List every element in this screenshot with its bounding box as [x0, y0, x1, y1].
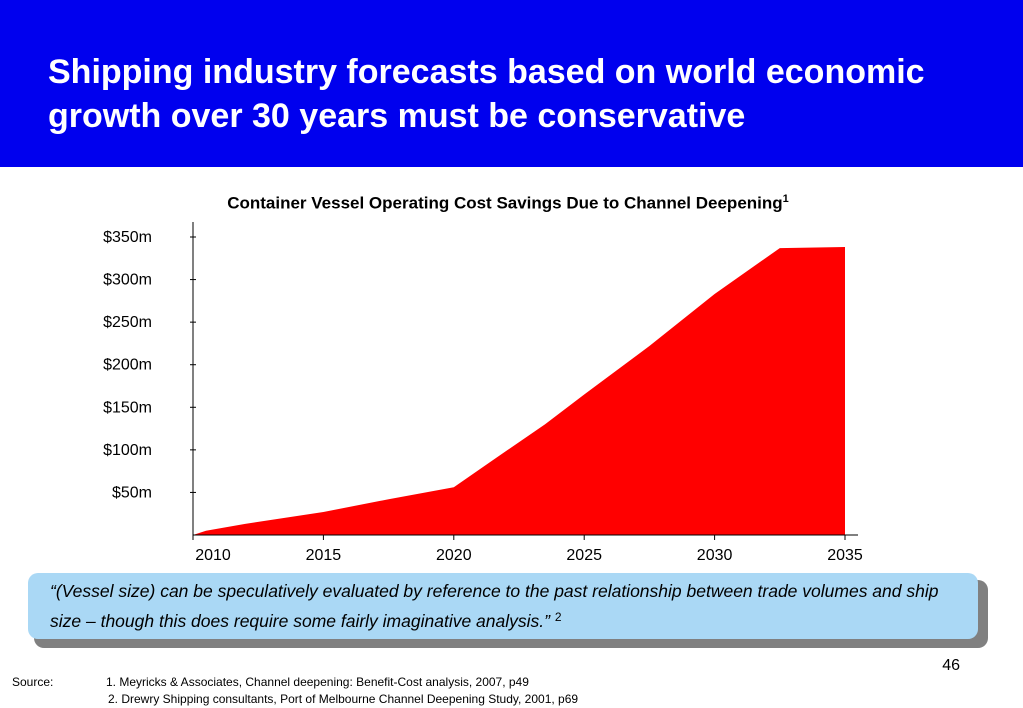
y-tick-label: $350m — [103, 229, 152, 246]
x-tick-label: 2025 — [566, 547, 602, 564]
y-tick-label: $150m — [103, 399, 152, 416]
title-banner: Shipping industry forecasts based on wor… — [0, 0, 1023, 167]
source-label: Source: — [12, 675, 54, 689]
y-tick-label: $300m — [103, 272, 152, 289]
area-chart: $50m $100m $150m $200m $250m $300m $350m 2010 20… — [103, 222, 863, 564]
source-item-1: 1. Meyricks & Associates, Channel deepen… — [106, 675, 529, 689]
y-tick-label: $250m — [103, 314, 152, 331]
page-number: 46 — [942, 657, 960, 674]
area-series — [193, 247, 845, 535]
x-tick-label: 2015 — [306, 547, 342, 564]
y-tick-label: $50m — [112, 484, 152, 501]
quote-text: “(Vessel size) can be speculatively eval… — [50, 581, 939, 631]
source-item-2: 2. Drewry Shipping consultants, Port of … — [108, 692, 579, 706]
x-tick-label: 2020 — [436, 547, 472, 564]
x-tick-label: 2030 — [697, 547, 733, 564]
chart-title-footnote: 1 — [782, 193, 789, 205]
y-tick-label: $200m — [103, 357, 152, 374]
x-tick-label: 2035 — [827, 547, 863, 564]
chart-title-text: Container Vessel Operating Cost Savings … — [227, 193, 783, 213]
quote-box: “(Vessel size) can be speculatively eval… — [28, 573, 978, 639]
x-tick-label: 2010 — [195, 547, 231, 564]
slide-title: Shipping industry forecasts based on wor… — [48, 53, 925, 135]
quote-footnote: 2 — [554, 610, 562, 624]
y-tick-label: $100m — [103, 442, 152, 459]
chart-title: Container Vessel Operating Cost Savings … — [100, 193, 916, 214]
